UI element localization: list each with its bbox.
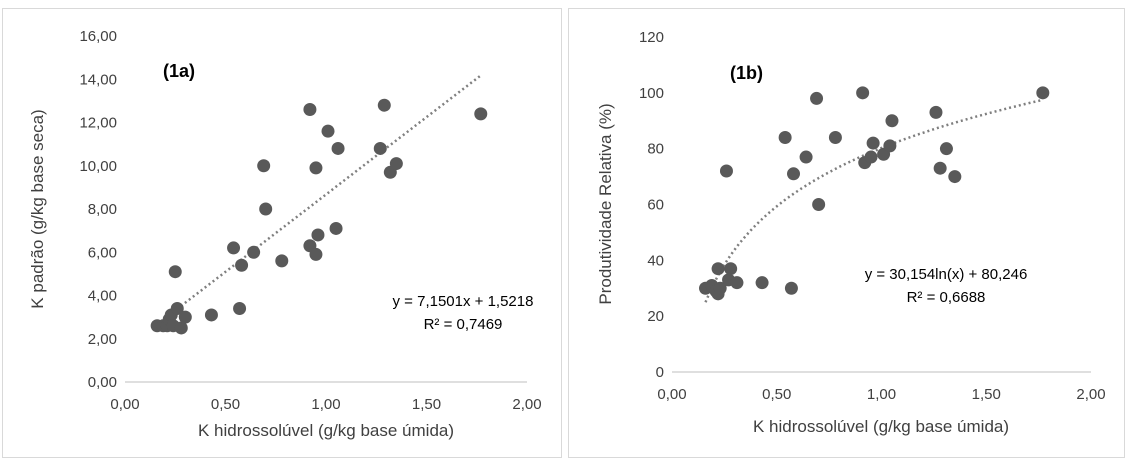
- data-point: [275, 254, 289, 268]
- data-point: [257, 159, 271, 173]
- data-point: [178, 310, 192, 324]
- x-tick-label: 0,00: [657, 386, 686, 403]
- y-tick-label: 16,00: [79, 28, 117, 45]
- data-point: [755, 276, 769, 290]
- data-point: [170, 301, 184, 315]
- data-point: [233, 301, 247, 315]
- y-tick-label: 10,00: [79, 158, 117, 175]
- data-point: [713, 281, 727, 295]
- data-point: [828, 131, 842, 144]
- y-tick-label: 80: [647, 141, 664, 158]
- equation-label: y = 30,154ln(x) + 80,246: [865, 266, 1028, 283]
- chart-1a: 0,00 2,00 4,00 6,00 8,00 10,00 12,00 14,00 16,00…: [28, 28, 542, 440]
- data-point: [939, 142, 953, 156]
- data-point: [235, 258, 249, 272]
- data-point: [331, 141, 345, 155]
- x-tick-label: 0,00: [110, 396, 139, 413]
- x-tick-label: 2,00: [1076, 386, 1105, 403]
- data-point: [329, 221, 343, 235]
- data-point: [883, 139, 897, 153]
- data-point: [778, 131, 792, 144]
- y-tick-label: 12,00: [79, 115, 117, 132]
- x-tick-label: 1,00: [311, 396, 340, 413]
- r2-label: R² = 0,6688: [907, 289, 986, 306]
- data-point: [719, 164, 733, 178]
- chart-panel-1b: 0 20 40 60 80 100 120 0,00 0,50 1,00 1,50 2,00 (1b…: [568, 8, 1125, 458]
- data-point: [1036, 86, 1050, 100]
- y-tick-label: 60: [647, 197, 664, 214]
- data-point: [377, 98, 391, 112]
- data-point: [389, 157, 403, 171]
- y-tick-label: 14,00: [79, 71, 117, 88]
- x-tick-label: 1,00: [867, 386, 896, 403]
- x-tick-label: 0,50: [211, 396, 240, 413]
- data-point: [311, 228, 325, 242]
- data-point: [724, 262, 738, 276]
- x-axis-title: K hidrossolúvel (g/kg base úmida): [198, 421, 454, 440]
- data-point: [784, 281, 798, 295]
- y-tick-label: 8,00: [88, 201, 117, 218]
- y-tick-label: 6,00: [88, 244, 117, 261]
- data-point: [227, 241, 241, 255]
- y-tick-label: 20: [647, 308, 664, 325]
- y-tick-label: 100: [639, 85, 664, 102]
- equation-label: y = 7,1501x + 1,5218: [393, 293, 534, 310]
- data-point: [810, 91, 824, 105]
- y-tick-label: 4,00: [88, 288, 117, 305]
- data-point: [856, 86, 870, 100]
- y-axis-title: K padrão (g/kg base seca): [28, 109, 47, 308]
- data-point: [309, 247, 323, 261]
- chart-tag: (1b): [730, 63, 763, 83]
- chart-panel-1a: 0,00 2,00 4,00 6,00 8,00 10,00 12,00 14,00 16,00…: [2, 8, 562, 458]
- trendline-linear: [156, 74, 482, 326]
- data-point: [711, 262, 725, 276]
- data-point: [730, 276, 744, 290]
- x-tick-label: 0,50: [762, 386, 791, 403]
- data-point: [812, 198, 826, 211]
- data-point: [866, 136, 880, 150]
- data-point: [259, 202, 273, 216]
- y-tick-label: 40: [647, 252, 664, 269]
- data-point: [948, 170, 962, 184]
- x-axis-title: K hidrossolúvel (g/kg base úmida): [753, 417, 1009, 436]
- chart-1b: 0 20 40 60 80 100 120 0,00 0,50 1,00 1,50 2,00 (1b…: [596, 29, 1106, 436]
- y-axis-title: Produtividade Relativa (%): [596, 103, 615, 304]
- data-point: [204, 308, 218, 322]
- data-point: [174, 321, 188, 335]
- data-point: [799, 150, 813, 164]
- y-tick-label: 120: [639, 29, 664, 46]
- data-point: [787, 167, 801, 181]
- data-point: [474, 107, 488, 121]
- data-point: [373, 141, 387, 155]
- chart-tag: (1a): [163, 61, 195, 81]
- data-point: [247, 245, 261, 259]
- data-point: [303, 103, 317, 117]
- x-tick-label: 1,50: [972, 386, 1001, 403]
- x-tick-label: 1,50: [412, 396, 441, 413]
- data-point: [168, 265, 182, 279]
- data-point: [885, 114, 899, 128]
- r2-label: R² = 0,7469: [424, 316, 503, 333]
- x-tick-label: 2,00: [512, 396, 541, 413]
- y-tick-label: 0,00: [88, 374, 117, 391]
- data-point: [321, 124, 335, 138]
- data-point: [864, 150, 878, 164]
- data-point: [929, 105, 943, 119]
- y-tick-label: 2,00: [88, 331, 117, 348]
- data-point: [309, 161, 323, 175]
- y-tick-label: 0: [656, 364, 664, 381]
- data-point: [933, 161, 947, 175]
- trendline-log: [704, 98, 1044, 303]
